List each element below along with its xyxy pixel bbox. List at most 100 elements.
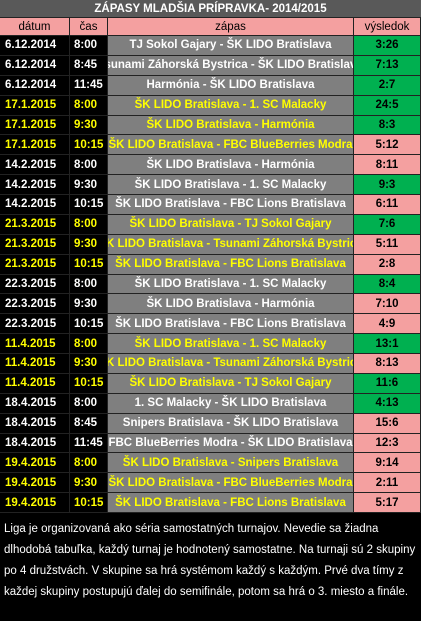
date-cell: 19.4.2015 (0, 473, 70, 494)
table-row: 14.2.2015 9:30 ŠK LIDO Bratislava - 1. SC … (0, 175, 421, 195)
time-cell: 8:00 (70, 155, 108, 176)
table-row: 21.3.2015 9:30 ŠK LIDO Bratislava - Tsunam… (0, 234, 421, 255)
table-row: 19.4.2015 8:00 ŠK LIDO Bratislava - Sniper… (0, 453, 421, 474)
time-cell: 10:15 (70, 314, 108, 335)
header-row: dátum čas zápas výsledok (0, 18, 421, 36)
time-cell: 10:15 (70, 254, 108, 275)
result-cell: 2:11 (354, 473, 421, 494)
match-cell: 1. SC Malacky - ŠK LIDO Bratislava (108, 393, 354, 414)
result-cell: 9:14 (354, 453, 421, 474)
date-cell: 18.4.2015 (0, 433, 70, 454)
column-header: zápas (108, 18, 354, 36)
result-cell: 24:5 (354, 95, 421, 116)
time-cell: 8:45 (70, 55, 108, 76)
date-cell: 21.3.2015 (0, 234, 70, 255)
match-cell: ŠK LIDO Bratislava - FBC Lions Bratislav… (108, 195, 354, 215)
date-cell: 22.3.2015 (0, 274, 70, 295)
match-cell: ŠK LIDO Bratislava - FBC BlueBerries Mod… (108, 135, 354, 156)
date-cell: 14.2.2015 (0, 175, 70, 195)
result-cell: 5:17 (354, 493, 421, 513)
table-row: 19.4.2015 9:30 ŠK LIDO Bratislava - FBC Bl… (0, 473, 421, 494)
date-cell: 17.1.2015 (0, 115, 70, 136)
table-row: 17.1.2015 9:30 ŠK LIDO Bratislava - Harmón… (0, 115, 421, 136)
time-cell: 8:00 (70, 274, 108, 295)
table-row: 6.12.2014 8:45 Tsunami Záhorská Bystrica -… (0, 55, 421, 76)
match-cell: Tsunami Záhorská Bystrica - ŠK LIDO Brat… (108, 55, 354, 76)
date-cell: 19.4.2015 (0, 493, 70, 513)
table-row: 21.3.2015 10:15 ŠK LIDO Bratislava - FBC L… (0, 254, 421, 275)
date-cell: 6.12.2014 (0, 55, 70, 76)
time-cell: 11:45 (70, 75, 108, 96)
result-cell: 5:11 (354, 234, 421, 255)
match-cell: ŠK LIDO Bratislava - 1. SC Malacky (108, 95, 354, 116)
result-cell: 8:13 (354, 354, 421, 374)
table-row: 11.4.2015 9:30 ŠK LIDO Bratislava - Tsunam… (0, 354, 421, 374)
note: Liga je organizovaná ako séria samostatn… (4, 523, 416, 598)
match-cell: Snipers Bratislava - ŠK LIDO Bratislava (108, 413, 354, 434)
match-cell: FBC BlueBerries Modra - ŠK LIDO Bratisla… (108, 433, 354, 454)
table-row: 6.12.2014 8:00 TJ Sokol Gajary - ŠK LIDO B… (0, 36, 421, 56)
column-header: výsledok (354, 18, 421, 36)
time-cell: 9:30 (70, 234, 108, 255)
match-cell: Harmónia - ŠK LIDO Bratislava (108, 75, 354, 96)
table-row: 19.4.2015 10:15 ŠK LIDO Bratislava - FBC L… (0, 493, 421, 513)
table-row: 21.3.2015 8:00 ŠK LIDO Bratislava - TJ Sok… (0, 214, 421, 235)
table-row: 22.3.2015 10:15 ŠK LIDO Bratislava - FBC L… (0, 314, 421, 335)
time-cell: 8:45 (70, 413, 108, 434)
date-cell: 11.4.2015 (0, 354, 70, 374)
result-cell: 6:11 (354, 195, 421, 215)
table-row: 14.2.2015 10:15 ŠK LIDO Bratislava - FBC L… (0, 195, 421, 215)
date-cell: 22.3.2015 (0, 294, 70, 315)
time-cell: 9:30 (70, 294, 108, 315)
date-cell: 21.3.2015 (0, 214, 70, 235)
date-cell: 19.4.2015 (0, 453, 70, 474)
result-cell: 15:6 (354, 413, 421, 434)
date-cell: 14.2.2015 (0, 195, 70, 215)
result-cell: 7:13 (354, 55, 421, 76)
time-cell: 8:00 (70, 393, 108, 414)
result-cell: 12:3 (354, 433, 421, 454)
match-cell: ŠK LIDO Bratislava - 1. SC Malacky (108, 175, 354, 195)
result-cell: 7:6 (354, 214, 421, 235)
match-cell: ŠK LIDO Bratislava - 1. SC Malacky (108, 334, 354, 354)
result-cell: 7:10 (354, 294, 421, 315)
date-cell: 22.3.2015 (0, 314, 70, 335)
result-cell: 8:4 (354, 274, 421, 295)
time-cell: 11:45 (70, 433, 108, 454)
table-row: 14.2.2015 8:00 ŠK LIDO Bratislava - Harmón… (0, 155, 421, 176)
match-cell: ŠK LIDO Bratislava - FBC Lions Bratislav… (108, 254, 354, 275)
match-cell: ŠK LIDO Bratislava - FBC Lions Bratislav… (108, 493, 354, 513)
table-row: 11.4.2015 10:15 ŠK LIDO Bratislava - TJ So… (0, 373, 421, 394)
match-cell: ŠK LIDO Bratislava - FBC Lions Bratislav… (108, 314, 354, 335)
match-cell: ŠK LIDO Bratislava - Snipers Bratislava (108, 453, 354, 474)
table-row: 18.4.2015 11:45 FBC BlueBerries Modra - ŠK… (0, 433, 421, 454)
table-title: ZÁPASY MLADŠIA PRÍPRAVKA- 2014/2015 (0, 0, 421, 18)
table-row: 17.1.2015 10:15 ŠK LIDO Bratislava - FBC B… (0, 135, 421, 156)
date-cell: 18.4.2015 (0, 393, 70, 414)
table-row: 22.3.2015 8:00 ŠK LIDO Bratislava - 1. SC … (0, 274, 421, 295)
result-cell: 2:7 (354, 75, 421, 96)
time-cell: 8:00 (70, 95, 108, 116)
result-cell: 4:9 (354, 314, 421, 335)
result-cell: 8:3 (354, 115, 421, 136)
result-cell: 8:11 (354, 155, 421, 176)
result-cell: 5:12 (354, 135, 421, 156)
time-cell: 9:30 (70, 354, 108, 374)
table-row: 18.4.2015 8:00 1. SC Malacky - ŠK LIDO Bra… (0, 393, 421, 414)
time-cell: 10:15 (70, 493, 108, 513)
date-cell: 6.12.2014 (0, 36, 70, 56)
time-cell: 8:00 (70, 334, 108, 354)
date-cell: 11.4.2015 (0, 334, 70, 354)
time-cell: 10:15 (70, 373, 108, 394)
time-cell: 9:30 (70, 115, 108, 136)
date-cell: 17.1.2015 (0, 135, 70, 156)
column-header: čas (70, 18, 108, 36)
match-cell: ŠK LIDO Bratislava - Harmónia (108, 115, 354, 136)
date-cell: 17.1.2015 (0, 95, 70, 116)
date-cell: 18.4.2015 (0, 413, 70, 434)
result-cell: 2:8 (354, 254, 421, 275)
match-cell: ŠK LIDO Bratislava - TJ Sokol Gajary (108, 373, 354, 394)
result-cell: 13:1 (354, 334, 421, 354)
result-cell: 3:26 (354, 36, 421, 56)
